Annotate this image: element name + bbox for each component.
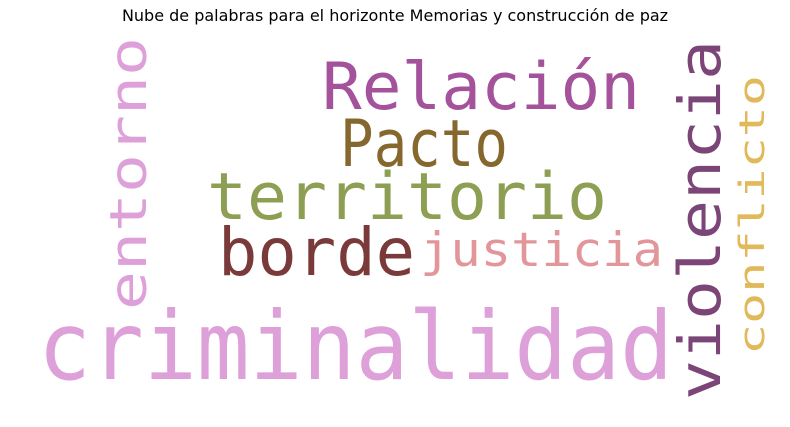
word-territorio: territorio bbox=[207, 158, 607, 235]
word-violencia: violencia bbox=[666, 39, 734, 401]
word-criminalidad: criminalidad bbox=[38, 292, 673, 403]
word-entorno: entorno bbox=[99, 37, 158, 311]
word-conflicto: conflicto bbox=[733, 75, 773, 355]
chart-title: Nube de palabras para el horizonte Memor… bbox=[121, 6, 669, 25]
word-justicia: justicia bbox=[420, 222, 663, 278]
word-pacto: Pacto bbox=[340, 105, 508, 182]
word-borde: borde bbox=[218, 212, 415, 291]
word-relacion: Relación bbox=[322, 48, 640, 125]
